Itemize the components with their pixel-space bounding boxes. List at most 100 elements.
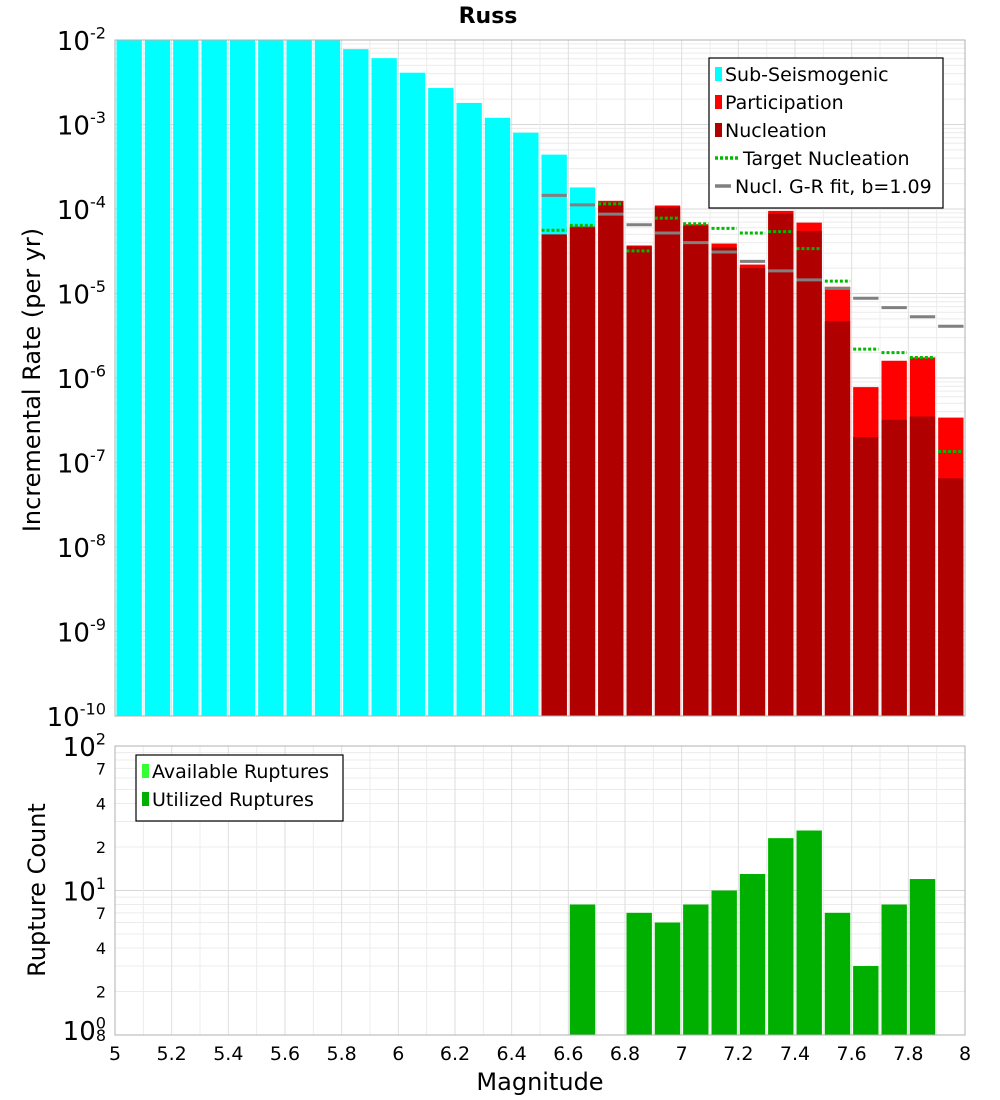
nucleation-bar xyxy=(881,419,907,716)
x-tick-label: 5.6 xyxy=(270,1043,300,1065)
x-axis-label: Magnitude xyxy=(476,1068,603,1096)
top-y-tick-label: 10-10 xyxy=(47,699,106,733)
nucleation-bar xyxy=(853,437,879,716)
bottom-legend-label: Utilized Ruptures xyxy=(152,789,314,811)
x-tick-label: 5.2 xyxy=(157,1043,187,1065)
top-legend-label: Nucleation xyxy=(725,120,827,142)
sub-seismogenic-bar xyxy=(484,117,511,716)
top-legend-swatch xyxy=(715,95,722,109)
x-tick-label: 7 xyxy=(676,1043,688,1065)
top-legend-label: Nucl. G-R fit, b=1.09 xyxy=(735,176,932,198)
nucleation-bar xyxy=(824,321,851,716)
nucleation-bar xyxy=(541,234,567,717)
bottom-y-minor-tick-label: 2 xyxy=(96,838,106,857)
nucleation-bar xyxy=(711,247,737,716)
bottom-y-minor-tick-label: 7 xyxy=(96,904,106,923)
bottom-legend-label: Available Ruptures xyxy=(152,761,329,783)
sub-seismogenic-bar xyxy=(116,40,142,716)
nucleation-bar xyxy=(626,246,652,716)
utilized-ruptures-bar xyxy=(796,830,822,1035)
utilized-ruptures-bar xyxy=(683,904,709,1035)
x-tick-label: 5 xyxy=(109,1043,121,1065)
x-tick-label: 6.6 xyxy=(553,1043,583,1065)
sub-seismogenic-bar xyxy=(201,40,227,716)
sub-seismogenic-bar xyxy=(286,40,312,716)
sub-seismogenic-bar xyxy=(343,49,369,717)
bottom-y-tick-label: 101 xyxy=(63,874,106,908)
utilized-ruptures-bar xyxy=(881,904,907,1035)
bottom-y-minor-tick-label: 2 xyxy=(96,983,106,1002)
utilized-ruptures-bar xyxy=(768,838,794,1035)
sub-seismogenic-bar xyxy=(258,40,284,716)
utilized-ruptures-bar xyxy=(824,912,851,1035)
top-legend-box xyxy=(708,57,944,209)
bottom-legend-box xyxy=(135,754,344,822)
x-tick-label: 6.2 xyxy=(440,1043,470,1065)
sub-seismogenic-bar xyxy=(399,72,426,716)
nucleation-bar xyxy=(569,227,596,716)
x-tick-label: 6.4 xyxy=(497,1043,527,1065)
x-tick-label: 7.6 xyxy=(837,1043,867,1065)
utilized-ruptures-bar xyxy=(711,890,737,1035)
utilized-ruptures-bar xyxy=(569,904,596,1035)
bottom-y-minor-tick-label: 4 xyxy=(96,939,106,958)
nucleation-bar xyxy=(938,478,964,716)
utilized-ruptures-bar xyxy=(739,874,766,1035)
top-legend-label: Participation xyxy=(725,92,844,114)
sub-seismogenic-bar xyxy=(144,40,171,716)
utilized-ruptures-bar xyxy=(909,879,936,1035)
top-legend-label: Target Nucleation xyxy=(742,148,910,170)
bottom-y-tick-label: 100 xyxy=(63,1013,106,1047)
x-tick-label: 5.8 xyxy=(327,1043,357,1065)
x-tick-label: 7.2 xyxy=(723,1043,753,1065)
bottom-plot-frame xyxy=(114,745,966,1036)
top-y-tick-label: 10-3 xyxy=(57,108,106,142)
sub-seismogenic-bar xyxy=(513,132,539,716)
x-tick-label: 8 xyxy=(959,1043,971,1065)
x-tick-label: 6 xyxy=(392,1043,404,1065)
top-y-tick-label: 10-7 xyxy=(57,446,106,480)
nucleation-bar xyxy=(796,230,822,717)
utilized-ruptures-bar xyxy=(853,966,879,1035)
sub-seismogenic-bar xyxy=(371,58,397,716)
sub-seismogenic-bar xyxy=(314,40,341,716)
nucleation-bar xyxy=(683,225,709,716)
top-y-tick-label: 10-4 xyxy=(57,192,106,226)
nucleation-bar xyxy=(768,213,794,716)
top-legend-label: Sub-Seismogenic xyxy=(725,64,889,86)
bottom-y-minor-tick-label: 8 xyxy=(96,1026,106,1045)
top-y-tick-label: 10-5 xyxy=(57,277,106,311)
top-legend-swatch xyxy=(715,123,722,137)
x-tick-label: 5.4 xyxy=(213,1043,243,1065)
nucleation-bar xyxy=(739,268,766,716)
top-y-tick-label: 10-8 xyxy=(57,530,106,564)
top-y-tick-label: 10-9 xyxy=(57,615,106,649)
utilized-ruptures-bar xyxy=(654,922,681,1035)
bottom-y-minor-tick-label: 7 xyxy=(96,759,106,778)
sub-seismogenic-bar xyxy=(229,40,256,716)
sub-seismogenic-bar xyxy=(428,88,454,717)
nucleation-bar xyxy=(654,207,681,716)
top-y-axis-label: Incremental Rate (per yr) xyxy=(18,228,46,532)
nucleation-bar xyxy=(598,202,624,716)
utilized-ruptures-bar xyxy=(626,912,652,1035)
top-y-tick-label: 10-2 xyxy=(57,23,106,57)
x-tick-label: 6.8 xyxy=(610,1043,640,1065)
bottom-y-axis-label: Rupture Count xyxy=(23,803,51,977)
sub-seismogenic-bar xyxy=(456,102,482,717)
bottom-y-tick-label: 102 xyxy=(63,729,106,763)
nucleation-bar xyxy=(909,416,936,716)
bottom-legend-swatch xyxy=(142,792,149,806)
chart-title: Russ xyxy=(459,4,518,29)
bottom-y-minor-tick-label: 4 xyxy=(96,795,106,814)
x-tick-label: 7.8 xyxy=(893,1043,923,1065)
sub-seismogenic-bar xyxy=(173,40,199,716)
top-y-tick-label: 10-6 xyxy=(57,361,106,395)
top-plot-frame xyxy=(114,39,966,717)
bottom-legend-swatch xyxy=(142,764,149,778)
top-plot: 10-10 10-9 10-8 10-7 10-6 10-5 10-4 10-3 10-2 Sub… xyxy=(47,23,966,733)
x-tick-label: 7.4 xyxy=(780,1043,810,1065)
bottom-plot: 100 101 102 8 2 4 7 2 4 7 5 5.2 5.4 5.6 5.8 6 6.2 6.4 6.6 6… xyxy=(63,729,971,1065)
top-legend-swatch xyxy=(715,67,722,81)
